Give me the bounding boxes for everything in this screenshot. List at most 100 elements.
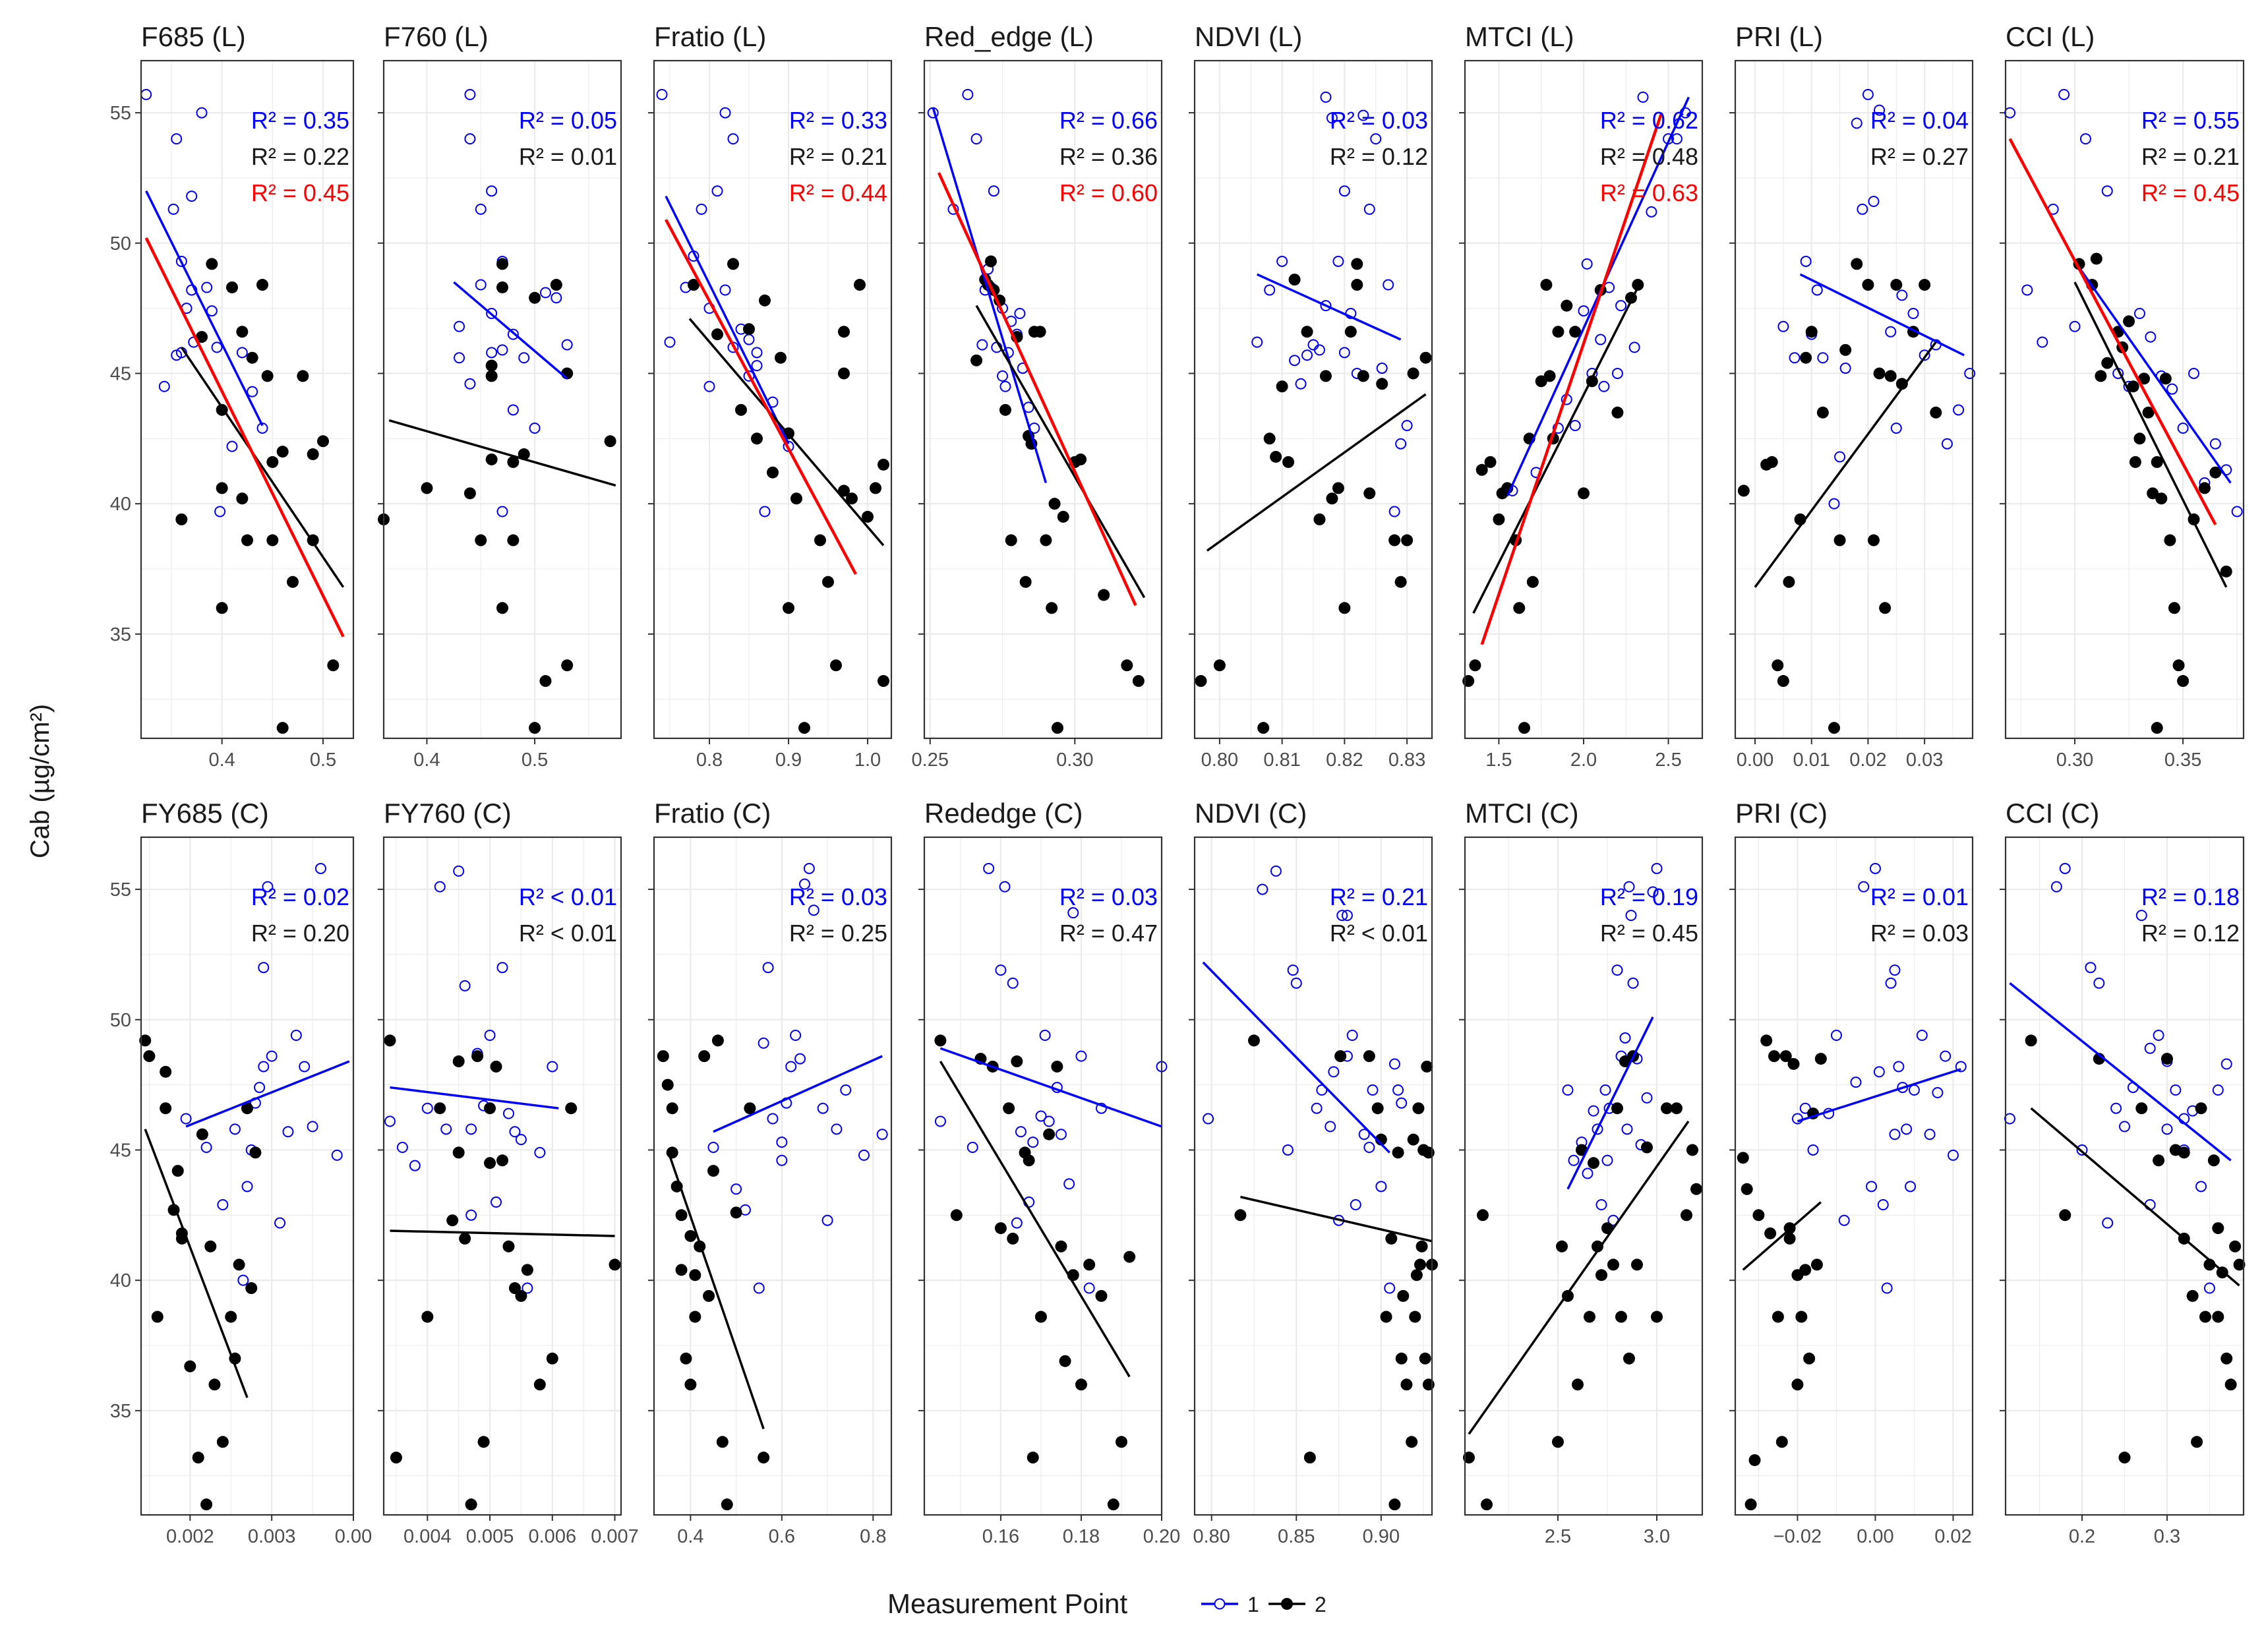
data-point-series-2 (2224, 1378, 2237, 1391)
legend-item-1: 1 (1201, 1593, 1259, 1616)
data-point-series-2 (1046, 602, 1058, 614)
data-point-series-1 (1336, 910, 1348, 922)
data-point-series-1 (1203, 1113, 1214, 1125)
fit-line-combined (665, 219, 857, 575)
data-point-series-2 (1595, 1269, 1607, 1282)
data-point-series-1 (1893, 1061, 1905, 1073)
data-point-series-2 (1371, 1102, 1384, 1115)
data-point-series-1 (999, 881, 1011, 893)
data-point-series-2 (1744, 1498, 1757, 1511)
panel-pri-c: PRI (C) −0.02 0.00 0.02 R² = 0.01 R² = 0.03 (1729, 798, 1974, 1547)
data-point-series-1 (1877, 1198, 1889, 1210)
x-tick-label: 0.00 (335, 1526, 372, 1547)
data-point-series-1 (491, 1196, 502, 1208)
fit-line-series-2 (975, 305, 1146, 599)
data-point-series-2 (2233, 1258, 2246, 1271)
data-point-series-1 (1395, 438, 1407, 450)
data-point-series-1 (396, 1142, 408, 1154)
data-point-series-2 (1419, 351, 1432, 364)
data-point-series-1 (1862, 88, 1874, 100)
data-point-series-1 (2093, 977, 2105, 989)
r2-annotation-series-2: R² = 0.47 (1059, 920, 1158, 947)
series-1-points (140, 88, 268, 517)
series-2-points (139, 1034, 262, 1511)
fit-line-series-1 (2073, 260, 2232, 484)
data-point-series-1 (171, 349, 183, 361)
fit-line-series-1 (390, 1086, 559, 1109)
data-point-series-2 (735, 403, 747, 416)
data-point-series-1 (1799, 1102, 1811, 1114)
data-point-series-2 (515, 1289, 527, 1302)
fit-line-series-2 (688, 318, 885, 546)
data-point-series-2 (2160, 1053, 2173, 1065)
data-point-series-1 (1375, 1181, 1387, 1193)
r2-annotation-series-2: R² = 0.48 (1600, 143, 1698, 170)
panel-border (1464, 836, 1704, 1516)
data-point-series-1 (1357, 109, 1369, 121)
data-point-series-1 (1039, 1029, 1051, 1041)
data-point-series-2 (1851, 258, 1863, 270)
data-point-series-2 (1611, 406, 1624, 419)
data-point-series-2 (1783, 575, 1795, 588)
data-point-series-1 (1615, 300, 1627, 312)
legend: Measurement Point 1 2 (887, 1588, 1326, 1619)
x-tick-label: 0.4 (677, 1526, 703, 1547)
panel-border (1193, 836, 1433, 1516)
data-point-series-2 (1623, 1352, 1635, 1365)
data-point-series-2 (484, 1157, 496, 1169)
r2-annotation-combined: R² = 0.45 (251, 179, 349, 206)
data-point-series-1 (561, 339, 573, 351)
y-tick-label: 35 (110, 624, 131, 645)
data-point-series-2 (546, 1352, 558, 1365)
x-tick-label: 0.02 (1934, 1526, 1971, 1547)
data-point-series-2 (1787, 1057, 1800, 1070)
data-point-series-2 (245, 1282, 258, 1295)
data-point-series-2 (1363, 1050, 1375, 1063)
y-axis-label: Cab (µg/cm²) (26, 704, 55, 858)
data-point-series-2 (711, 328, 723, 341)
data-point-series-2 (2168, 602, 2180, 614)
r2-annotation-series-2: R² = 0.12 (2141, 920, 2240, 947)
data-point-series-1 (1095, 1102, 1107, 1114)
data-point-series-1 (1383, 279, 1394, 291)
r2-annotation-series-1: R² = 0.62 (1600, 107, 1698, 134)
panel-ndvi-c: NDVI (C) 0.80 0.85 0.90 R² = 0.21 R² < 0.01 (1189, 798, 1438, 1547)
panel-title: Red_edge (L) (924, 21, 1094, 52)
x-tick-label: 3.0 (1644, 1526, 1670, 1547)
data-point-series-1 (1885, 326, 1897, 338)
data-point-series-2 (1019, 575, 1032, 588)
data-point-series-2 (1469, 659, 1481, 672)
panel-title: MTCI (C) (1465, 798, 1579, 829)
data-point-series-1 (1326, 112, 1338, 124)
data-point-series-2 (1481, 1498, 1493, 1511)
data-point-series-1 (1964, 367, 1976, 379)
data-point-series-2 (870, 482, 881, 494)
data-point-series-2 (2129, 456, 2141, 468)
x-tick-label: 0.004 (403, 1526, 452, 1547)
x-tick-label: 0.00 (1737, 750, 1773, 771)
data-point-series-2 (703, 1289, 715, 1302)
data-point-series-2 (1737, 485, 1750, 497)
data-point-series-2 (327, 659, 340, 672)
x-tick-label: 0.30 (1056, 750, 1093, 771)
data-point-series-2 (1477, 1209, 1489, 1222)
data-point-series-1 (696, 203, 707, 215)
series-2-points (970, 255, 1145, 734)
data-point-series-2 (878, 675, 889, 688)
data-point-series-2 (1772, 1311, 1784, 1323)
r2-annotation-series-2: R² = 0.12 (1330, 143, 1428, 170)
data-point-series-1 (1889, 1129, 1901, 1140)
data-point-series-1 (997, 370, 1009, 382)
data-point-series-2 (1357, 370, 1369, 382)
panel-title: CCI (L) (2006, 21, 2095, 52)
panel-f685-l: F685 (L) 35 40 45 50 55 0.4 0.5 R² = 0.35 R² = 0.… (110, 21, 355, 771)
gridlines (654, 837, 891, 1515)
data-point-series-2 (1034, 326, 1046, 338)
fit-line-series-1 (665, 195, 790, 444)
data-point-series-2 (1462, 675, 1475, 688)
data-point-series-2 (452, 1146, 465, 1159)
data-point-series-1 (2135, 910, 2147, 922)
data-point-series-2 (2133, 432, 2146, 445)
x-tick-label: 0.5 (521, 750, 548, 771)
data-point-series-1 (790, 1029, 802, 1041)
